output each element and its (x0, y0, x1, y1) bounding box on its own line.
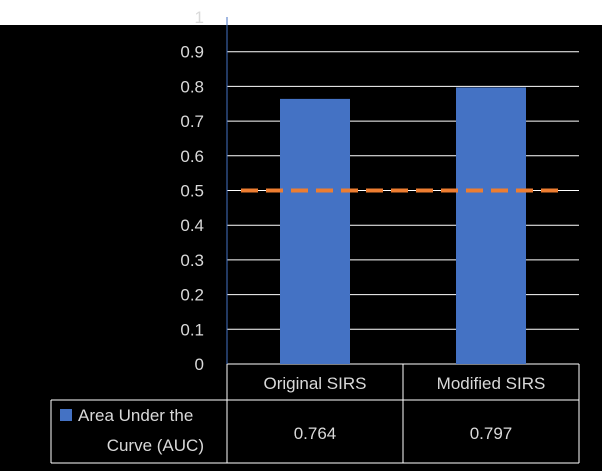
table-value: 0.764 (294, 424, 337, 443)
y-tick-label: 0.6 (180, 147, 204, 166)
table-value: 0.797 (470, 424, 513, 443)
bar (456, 87, 526, 364)
category-label: Modified SIRS (437, 374, 546, 393)
legend-series-name: Area Under the Curve (AUC) (78, 406, 204, 455)
y-tick-labels: 0 0.1 0.2 0.3 0.4 0.5 0.6 0.7 0.8 0.9 1 (180, 8, 204, 374)
y-tick-label: 0.7 (180, 112, 204, 131)
y-tick-label: 0.5 (180, 182, 204, 201)
y-tick-label: 0 (195, 355, 204, 374)
y-tick-label: 0.4 (180, 216, 204, 235)
legend-swatch (60, 409, 72, 421)
bars (280, 87, 526, 364)
category-label: Original SIRS (264, 374, 367, 393)
y-tick-label: 0.3 (180, 251, 204, 270)
y-tick-label: 1 (195, 8, 204, 27)
y-tick-label: 0.1 (180, 320, 204, 339)
data-table: Original SIRS 0.764 Modified SIRS 0.797 Area… (50, 364, 580, 464)
y-tick-label: 0.9 (180, 43, 204, 62)
y-tick-label: 0.8 (180, 77, 204, 96)
bar (280, 98, 350, 364)
white-strip-top (0, 0, 602, 25)
y-tick-label: 0.2 (180, 286, 204, 305)
